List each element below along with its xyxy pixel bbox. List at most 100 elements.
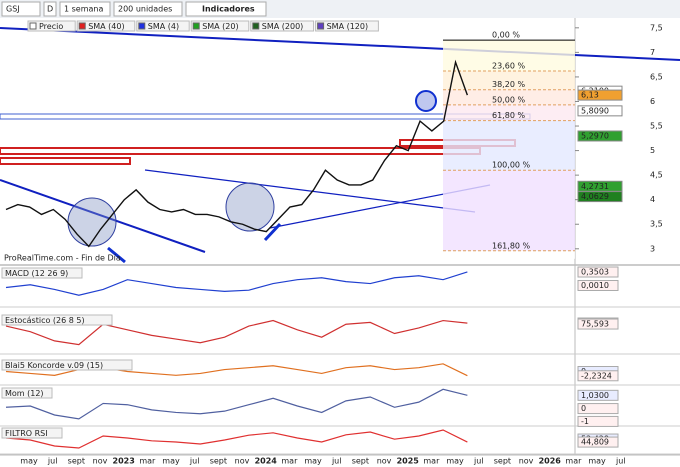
panel-tag-label: 0,3503 <box>581 268 609 277</box>
price-tag <box>577 105 623 117</box>
indicator-line <box>5 388 468 420</box>
arrow <box>107 246 126 264</box>
y-tick-label: 4,5 <box>650 171 663 180</box>
fib-label: 0,00 % <box>492 31 520 40</box>
fib-band <box>443 40 575 72</box>
x-tick-label: mar <box>423 457 440 466</box>
indicators-box[interactable] <box>185 1 267 17</box>
price-tag-label: 5,8090 <box>581 106 609 115</box>
period-box[interactable] <box>59 1 111 17</box>
zone <box>0 157 131 165</box>
price-line <box>5 59 469 248</box>
y-tick-label: 7,5 <box>650 23 663 32</box>
panel-tag-label: 44,809 <box>581 438 609 447</box>
fib-label: 23,60 % <box>492 62 525 71</box>
x-tick-label: jul <box>615 457 626 466</box>
legend-swatch <box>138 22 146 30</box>
price-tag <box>577 191 623 203</box>
x-tick-label: jul <box>47 457 58 466</box>
legend-swatch <box>29 22 37 30</box>
price-tag-label: 4,0629 <box>581 192 609 201</box>
panel-title-box <box>1 427 63 439</box>
legend-chip <box>136 20 190 32</box>
legend-swatch <box>317 22 325 30</box>
period: 1 semana <box>64 5 103 14</box>
y-tick-label: 7 <box>650 48 655 57</box>
panel-tag <box>577 436 619 448</box>
x-tick-label: jul <box>331 457 342 466</box>
legend-chip <box>76 20 136 32</box>
panel-tag-label: 0,0010 <box>581 281 609 290</box>
legend-label: SMA (40) <box>88 22 124 31</box>
fib-band <box>443 89 575 105</box>
x-tick-label: nov <box>377 457 392 466</box>
x-tick-label: sept <box>210 457 227 466</box>
panel-title: MACD (12 26 9) <box>5 269 68 278</box>
trendline <box>0 179 206 253</box>
panel-title: FILTRO RSI <box>5 429 48 438</box>
x-tick-label: 2024 <box>255 457 278 466</box>
price-tag-label: 4,2731 <box>581 182 609 191</box>
legend-label: SMA (4) <box>148 22 179 31</box>
y-tick-label: 5 <box>650 146 655 155</box>
x-tick-label: nov <box>93 457 108 466</box>
panel-title-box <box>1 387 53 399</box>
x-tick-label: mar <box>139 457 156 466</box>
arrow <box>263 222 282 242</box>
fib-label: 50,00 % <box>492 95 525 104</box>
mode-box[interactable] <box>43 1 57 17</box>
trendlines <box>0 27 680 264</box>
panel-tag <box>577 279 619 291</box>
trendline <box>0 27 680 61</box>
x-tick-label: mar <box>565 457 582 466</box>
legend-swatch <box>192 22 200 30</box>
price-tag <box>577 89 623 101</box>
panel-tag-label: -1 <box>581 417 589 426</box>
panel-title-box <box>1 359 133 371</box>
units-box[interactable] <box>113 1 183 17</box>
legend-swatch <box>252 22 260 30</box>
indicators: Indicadores <box>202 5 255 14</box>
panel-title: Estocástico (26 8 5) <box>5 316 85 325</box>
fib-band <box>443 71 575 90</box>
legend-label: SMA (120) <box>327 22 369 31</box>
x-tick-label: may <box>162 457 180 466</box>
x-tick-label: sept <box>352 457 369 466</box>
mode: D <box>47 5 53 14</box>
y-tick-label: 5,5 <box>650 122 663 131</box>
x-tick-label: nov <box>519 457 534 466</box>
panel-tag-label: 0 <box>581 404 586 413</box>
indicator-line <box>5 319 468 346</box>
x-tick-label: may <box>20 457 38 466</box>
panel-tag <box>577 370 619 382</box>
fib-band <box>443 170 575 251</box>
legend-label: Precio <box>39 22 63 31</box>
legend-label: SMA (20) <box>202 22 238 31</box>
legend-label: SMA (200) <box>262 22 304 31</box>
panel-tag-label: -2,2324 <box>581 371 612 380</box>
panel-tag <box>577 266 619 278</box>
x-tick-label: 2023 <box>113 457 135 466</box>
highlight <box>225 182 275 232</box>
panel-tag-label: 1,0300 <box>581 391 609 400</box>
panel-title-box <box>1 314 113 326</box>
panel-tag <box>577 403 619 415</box>
ticker: GSJ <box>6 5 20 14</box>
panel-title-box <box>1 267 83 279</box>
indicator-line <box>5 271 468 296</box>
highlight <box>415 90 437 112</box>
panel-title: Mom (12) <box>5 389 44 398</box>
price-tag <box>577 130 623 142</box>
panel-tag-label: 75,593 <box>581 320 609 329</box>
x-tick-label: 2025 <box>397 457 420 466</box>
legend-chip <box>190 20 250 32</box>
units: 200 unidades <box>118 5 172 14</box>
x-tick-label: may <box>446 457 464 466</box>
fib-label: 161,80 % <box>492 241 531 250</box>
panel-title: Blai5 Koncorde v.09 (15) <box>5 361 103 370</box>
ticker-box[interactable] <box>1 1 41 17</box>
y-tick-label: 6 <box>650 97 655 106</box>
legend-chip <box>250 20 315 32</box>
price-tag-label: 6,13 <box>581 91 599 100</box>
